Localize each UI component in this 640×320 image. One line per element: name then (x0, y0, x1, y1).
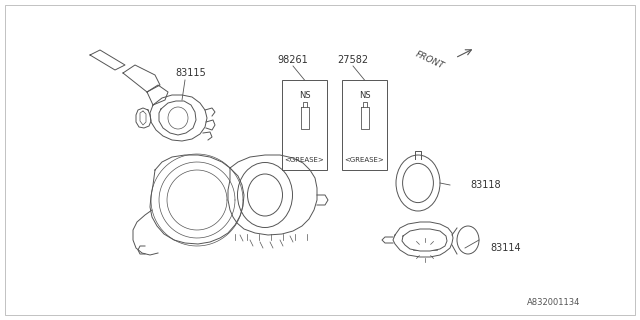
Text: FRONT: FRONT (414, 49, 446, 71)
Text: <GREASE>: <GREASE> (344, 157, 385, 163)
Text: NS: NS (299, 91, 310, 100)
Bar (342, 80, 387, 170)
Text: 83115: 83115 (175, 68, 205, 78)
Text: 83118: 83118 (470, 180, 500, 190)
Text: <GREASE>: <GREASE> (285, 157, 324, 163)
Text: 98261: 98261 (278, 55, 308, 65)
Text: 27582: 27582 (337, 55, 369, 65)
Text: NS: NS (358, 91, 371, 100)
Bar (282, 80, 327, 170)
Text: A832001134: A832001134 (527, 298, 580, 307)
Text: 83114: 83114 (490, 243, 520, 253)
